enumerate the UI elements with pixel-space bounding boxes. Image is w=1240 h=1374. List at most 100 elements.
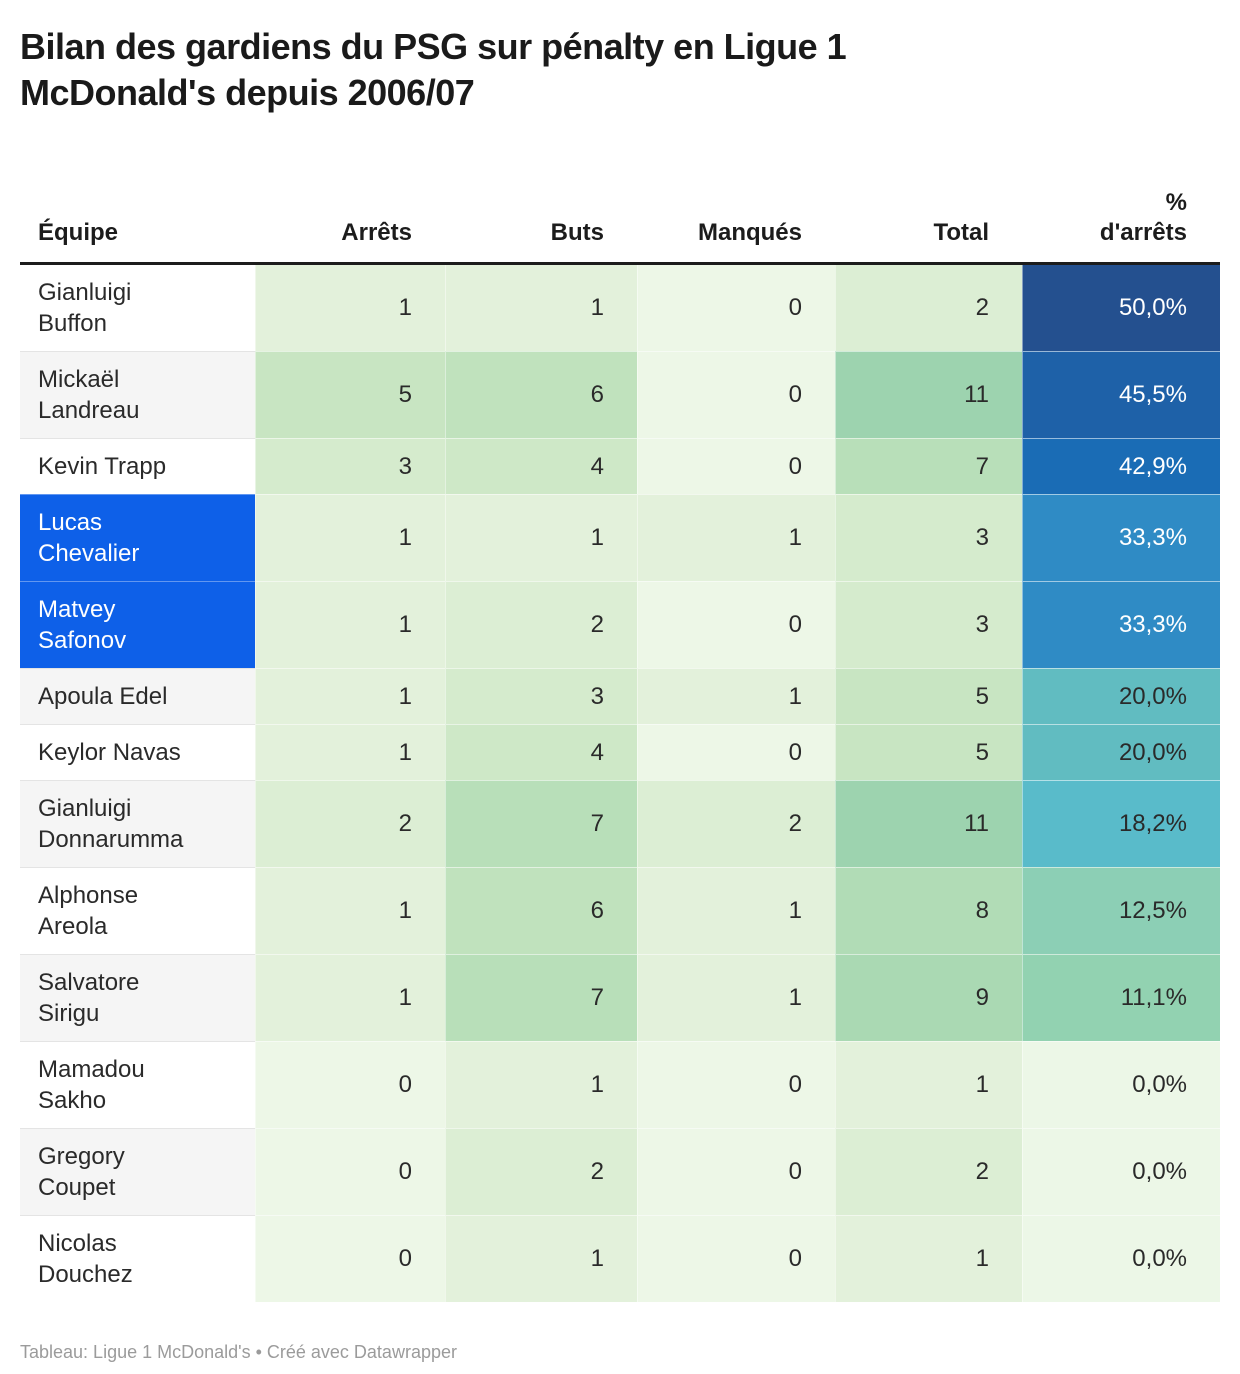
arrets-cell: 2 bbox=[255, 780, 445, 867]
column-header-arrets[interactable]: Arrêts bbox=[341, 219, 412, 246]
manques-cell: 0 bbox=[637, 1041, 835, 1128]
player-name-cell: Apoula Edel bbox=[20, 668, 255, 724]
table-row: Gregory Coupet 0 2 0 2 0,0% bbox=[20, 1128, 1220, 1215]
arrets-cell: 1 bbox=[255, 494, 445, 581]
total-cell: 5 bbox=[835, 668, 1022, 724]
pct-arrets-cell: 50,0% bbox=[1022, 265, 1220, 351]
manques-cell: 0 bbox=[637, 581, 835, 668]
manques-cell: 0 bbox=[637, 265, 835, 351]
manques-cell: 1 bbox=[637, 668, 835, 724]
arrets-cell: 1 bbox=[255, 867, 445, 954]
buts-cell: 7 bbox=[445, 780, 637, 867]
manques-cell: 1 bbox=[637, 494, 835, 581]
buts-cell: 2 bbox=[445, 581, 637, 668]
manques-cell: 0 bbox=[637, 351, 835, 438]
buts-cell: 6 bbox=[445, 351, 637, 438]
total-cell: 9 bbox=[835, 954, 1022, 1041]
player-name-cell: Gianluigi Donnarumma bbox=[20, 780, 255, 867]
arrets-cell: 5 bbox=[255, 351, 445, 438]
table-header-row: Équipe Arrêts Buts Manqués Total % d'arrêts bbox=[20, 188, 1220, 265]
total-cell: 1 bbox=[835, 1041, 1022, 1128]
buts-cell: 7 bbox=[445, 954, 637, 1041]
column-header-manques[interactable]: Manqués bbox=[697, 219, 802, 246]
table-row: Lucas Chevalier 1 1 1 3 33,3% bbox=[20, 494, 1220, 581]
manques-cell: 0 bbox=[637, 1215, 835, 1302]
arrets-cell: 1 bbox=[255, 581, 445, 668]
total-cell: 7 bbox=[835, 438, 1022, 494]
player-name-cell: Mickaël Landreau bbox=[20, 351, 255, 438]
total-cell: 2 bbox=[835, 265, 1022, 351]
player-name-cell: Lucas Chevalier bbox=[20, 494, 255, 581]
table-row: Nicolas Douchez 0 1 0 1 0,0% bbox=[20, 1215, 1220, 1302]
player-name-cell: Nicolas Douchez bbox=[20, 1215, 255, 1302]
column-header-total[interactable]: Total bbox=[933, 219, 989, 246]
player-name-cell: Alphonse Areola bbox=[20, 867, 255, 954]
table-row: Kevin Trapp 3 4 0 7 42,9% bbox=[20, 438, 1220, 494]
total-cell: 1 bbox=[835, 1215, 1022, 1302]
total-cell: 11 bbox=[835, 780, 1022, 867]
pct-arrets-cell: 20,0% bbox=[1022, 668, 1220, 724]
table-body: Gianluigi Buffon 1 1 0 2 50,0% Mickaël Landrea… bbox=[20, 265, 1220, 1302]
table-row: Matvey Safonov 1 2 0 3 33,3% bbox=[20, 581, 1220, 668]
total-cell: 8 bbox=[835, 867, 1022, 954]
table-row: Gianluigi Donnarumma 2 7 2 11 18,2% bbox=[20, 780, 1220, 867]
pct-arrets-cell: 45,5% bbox=[1022, 351, 1220, 438]
arrets-cell: 3 bbox=[255, 438, 445, 494]
table-row: Alphonse Areola 1 6 1 8 12,5% bbox=[20, 867, 1220, 954]
pct-arrets-cell: 18,2% bbox=[1022, 780, 1220, 867]
buts-cell: 3 bbox=[445, 668, 637, 724]
pct-arrets-cell: 33,3% bbox=[1022, 494, 1220, 581]
arrets-cell: 1 bbox=[255, 954, 445, 1041]
total-cell: 5 bbox=[835, 724, 1022, 780]
arrets-cell: 1 bbox=[255, 668, 445, 724]
manques-cell: 0 bbox=[637, 1128, 835, 1215]
player-name-cell: Gianluigi Buffon bbox=[20, 265, 255, 351]
pct-arrets-cell: 33,3% bbox=[1022, 581, 1220, 668]
column-header-buts[interactable]: Buts bbox=[550, 219, 604, 246]
player-name-cell: Matvey Safonov bbox=[20, 581, 255, 668]
player-name-cell: Keylor Navas bbox=[20, 724, 255, 780]
arrets-cell: 1 bbox=[255, 724, 445, 780]
player-name-cell: Salvatore Sirigu bbox=[20, 954, 255, 1041]
pct-arrets-cell: 0,0% bbox=[1022, 1041, 1220, 1128]
total-cell: 3 bbox=[835, 581, 1022, 668]
player-name-cell: Kevin Trapp bbox=[20, 438, 255, 494]
total-cell: 3 bbox=[835, 494, 1022, 581]
buts-cell: 1 bbox=[445, 1215, 637, 1302]
buts-cell: 2 bbox=[445, 1128, 637, 1215]
table-row: Apoula Edel 1 3 1 5 20,0% bbox=[20, 668, 1220, 724]
table-row: Gianluigi Buffon 1 1 0 2 50,0% bbox=[20, 265, 1220, 351]
total-cell: 11 bbox=[835, 351, 1022, 438]
table-attribution: Tableau: Ligue 1 McDonald's • Créé avec … bbox=[20, 1342, 457, 1362]
manques-cell: 0 bbox=[637, 724, 835, 780]
table-row: Mickaël Landreau 5 6 0 11 45,5% bbox=[20, 351, 1220, 438]
table-row: Mamadou Sakho 0 1 0 1 0,0% bbox=[20, 1041, 1220, 1128]
table-row: Keylor Navas 1 4 0 5 20,0% bbox=[20, 724, 1220, 780]
manques-cell: 2 bbox=[637, 780, 835, 867]
column-header-equipe[interactable]: Équipe bbox=[38, 219, 119, 246]
pct-arrets-cell: 0,0% bbox=[1022, 1128, 1220, 1215]
table-row: Salvatore Sirigu 1 7 1 9 11,1% bbox=[20, 954, 1220, 1041]
buts-cell: 1 bbox=[445, 494, 637, 581]
manques-cell: 0 bbox=[637, 438, 835, 494]
buts-cell: 4 bbox=[445, 724, 637, 780]
player-name-cell: Mamadou Sakho bbox=[20, 1041, 255, 1128]
pct-arrets-cell: 0,0% bbox=[1022, 1215, 1220, 1302]
arrets-cell: 1 bbox=[255, 265, 445, 351]
manques-cell: 1 bbox=[637, 954, 835, 1041]
pct-arrets-cell: 20,0% bbox=[1022, 724, 1220, 780]
arrets-cell: 0 bbox=[255, 1041, 445, 1128]
chart-title: Bilan des gardiens du PSG sur pénalty en… bbox=[20, 26, 847, 113]
arrets-cell: 0 bbox=[255, 1128, 445, 1215]
buts-cell: 4 bbox=[445, 438, 637, 494]
penalty-table: Équipe Arrêts Buts Manqués Total % d'arrêts G… bbox=[20, 188, 1220, 1302]
pct-arrets-cell: 12,5% bbox=[1022, 867, 1220, 954]
column-header-pct[interactable]: % d'arrêts bbox=[1099, 189, 1187, 246]
buts-cell: 6 bbox=[445, 867, 637, 954]
total-cell: 2 bbox=[835, 1128, 1022, 1215]
manques-cell: 1 bbox=[637, 867, 835, 954]
arrets-cell: 0 bbox=[255, 1215, 445, 1302]
player-name-cell: Gregory Coupet bbox=[20, 1128, 255, 1215]
buts-cell: 1 bbox=[445, 1041, 637, 1128]
